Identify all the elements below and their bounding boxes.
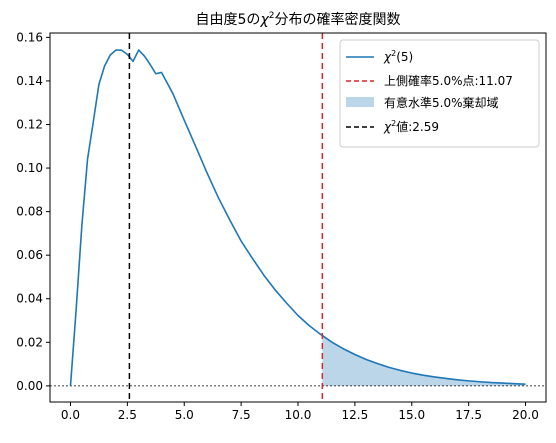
- y-tick-label: 0.02: [16, 335, 43, 349]
- x-tick-label: 2.5: [118, 408, 137, 422]
- legend: χ2(5) 上側確率5.0%点:11.07 有意水準5.0%棄却域 χ2値:2.…: [339, 39, 540, 148]
- chart-title-prefix: 自由度5の: [196, 12, 261, 28]
- chart-title-superscript: 2: [269, 11, 275, 21]
- y-tick-label: 0.10: [16, 161, 43, 175]
- plot-frame: [49, 32, 547, 403]
- y-tick-label: 0.12: [16, 117, 43, 131]
- chi2-density-line: [69, 49, 526, 386]
- x-axis: 0.0 2.5 5.0 7.5 10.0 12.5 15.0 17.5 20.0: [61, 402, 539, 422]
- x-tick-label: 10.0: [285, 408, 312, 422]
- legend-series-symbol: χ: [383, 50, 392, 64]
- y-axis: 0.00 0.02 0.04 0.06 0.08 0.10 0.12 0.14 0.16: [16, 30, 50, 393]
- legend-series-suffix: (5): [396, 50, 413, 64]
- y-tick-label: 0.04: [16, 292, 43, 306]
- legend-label-critical-line: 上側確率5.0%点:11.07: [384, 73, 513, 88]
- x-tick-label: 7.5: [232, 408, 251, 422]
- legend-chi2-value-superscript: 2: [391, 119, 396, 128]
- x-tick-label: 15.0: [398, 408, 425, 422]
- chart-title-suffix: 分布の確率密度関数: [274, 11, 400, 28]
- y-tick-label: 0.08: [16, 205, 43, 219]
- legend-swatch-rejection-region: [346, 97, 374, 107]
- x-tick-label: 17.5: [455, 408, 482, 422]
- legend-chi2-value-suffix: 値:2.59: [396, 119, 439, 134]
- legend-series-superscript: 2: [391, 49, 396, 58]
- chart-title-symbol: χ: [259, 12, 269, 28]
- x-tick-label: 0.0: [61, 408, 80, 422]
- y-tick-label: 0.16: [16, 30, 43, 44]
- plot-content: [50, 33, 546, 402]
- rejection-region-fill: [322, 335, 526, 386]
- x-tick-label: 5.0: [175, 408, 194, 422]
- y-tick-label: 0.06: [16, 248, 43, 262]
- y-tick-label: 0.00: [16, 379, 43, 393]
- x-tick-label: 20.0: [512, 408, 539, 422]
- y-tick-label: 0.14: [16, 74, 43, 88]
- chart-title: 自由度5のχ2分布の確率密度関数: [196, 11, 401, 28]
- legend-label-chi2-value-line: χ2値:2.59: [383, 119, 439, 134]
- legend-label-chi2-series: χ2(5): [383, 49, 413, 64]
- legend-label-rejection-region: 有意水準5.0%棄却域: [384, 95, 499, 110]
- legend-box: [339, 39, 540, 148]
- legend-chi2-value-symbol: χ: [383, 120, 392, 134]
- x-tick-label: 12.5: [342, 408, 369, 422]
